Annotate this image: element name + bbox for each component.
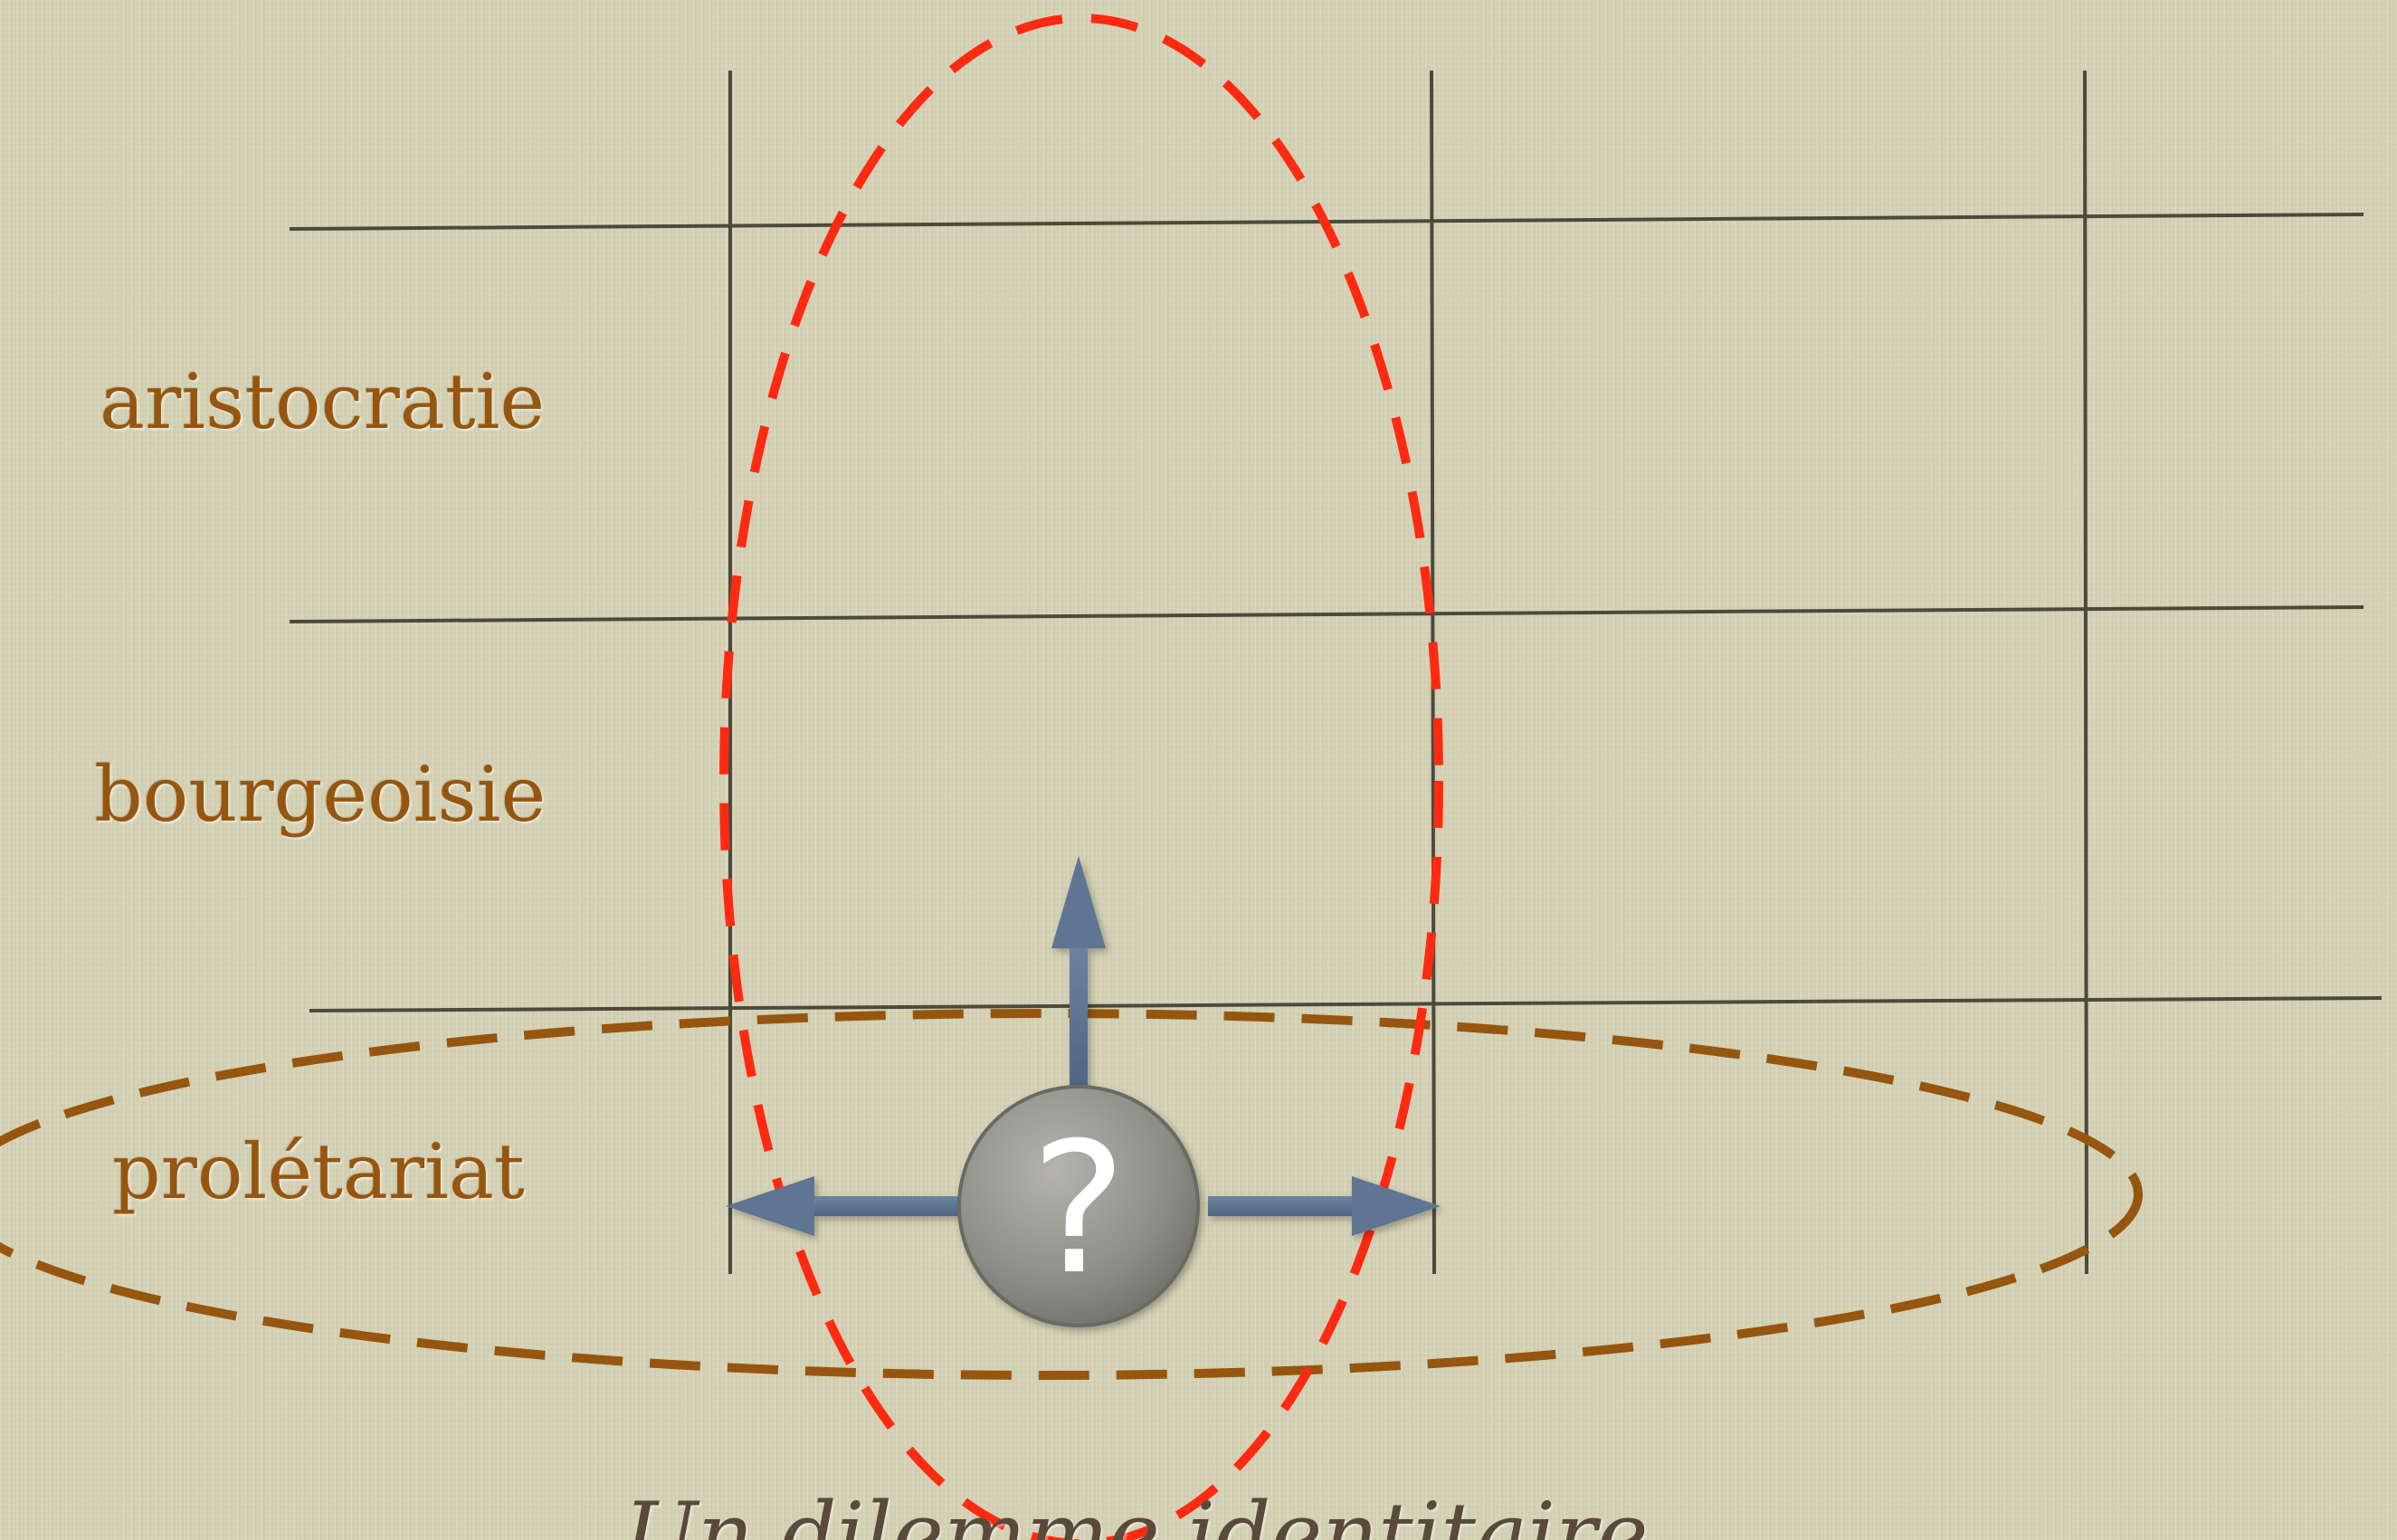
column-ellipse: [719, 14, 1443, 1540]
row-label-proletariat: prolétariat: [112, 1127, 525, 1216]
grid-line-bottom: [309, 996, 2383, 1012]
grid-line-col-3: [2083, 70, 2088, 1275]
grid-horizontal-lines: [289, 213, 2383, 1012]
row-label-aristocratie: aristocratie: [100, 357, 546, 446]
arrow-right-icon: [1208, 1176, 1441, 1236]
class-ellipse-proletariat: [0, 1009, 2143, 1380]
question-mark: ?: [1031, 1104, 1127, 1315]
grid-line-middle: [289, 605, 2364, 623]
row-label-bourgeoisie: bourgeoisie: [94, 750, 547, 839]
arrow-left-icon: [726, 1176, 959, 1236]
question-circle-icon: ?: [957, 1085, 1200, 1327]
slide-caption: Un dilemme identitaire: [624, 1484, 1649, 1540]
arrows-group: [726, 856, 1441, 1236]
arrow-up-icon: [1051, 856, 1106, 1090]
